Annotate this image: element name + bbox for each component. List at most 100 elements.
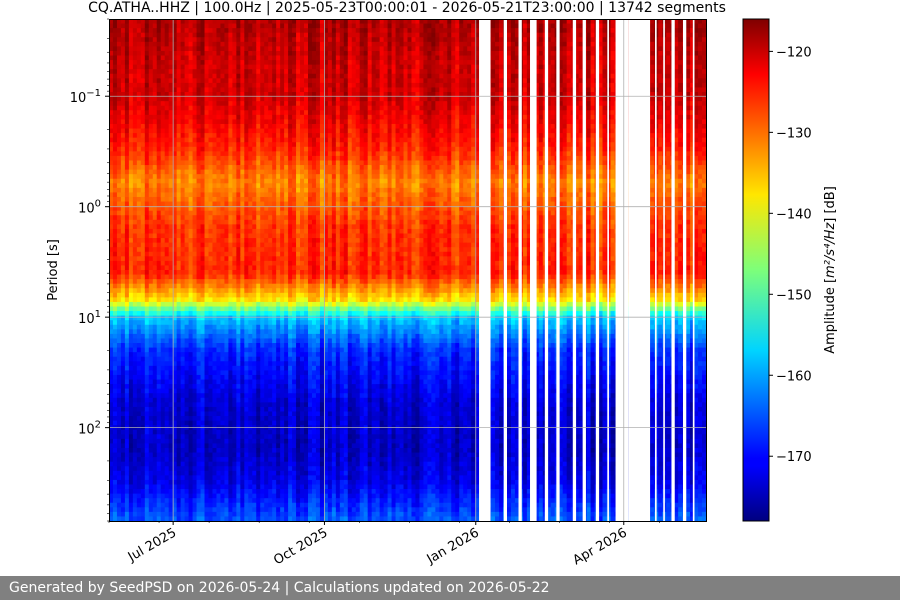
heatmap-cell: [109, 429, 114, 435]
heatmap-cell: [276, 452, 281, 458]
heatmap-cell: [216, 32, 222, 38]
heatmap-cell: [224, 498, 229, 504]
heatmap-cell: [284, 270, 289, 276]
heatmap-cell: [240, 151, 245, 157]
heatmap-cell: [228, 311, 233, 317]
heatmap-cell: [172, 393, 178, 399]
heatmap-cell: [140, 457, 146, 463]
heatmap-cell: [252, 92, 257, 98]
heatmap-cell: [184, 279, 190, 285]
heatmap-cell: [196, 297, 202, 303]
heatmap-cell: [224, 374, 229, 381]
heatmap-cell: [184, 82, 190, 89]
heatmap-cell: [200, 516, 206, 522]
heatmap-cell: [192, 498, 198, 504]
heatmap-cell: [184, 142, 190, 148]
heatmap-cell: [160, 511, 166, 518]
heatmap-cell: [188, 420, 194, 426]
heatmap-cell: [220, 470, 226, 476]
heatmap-cell: [160, 28, 166, 34]
heatmap-cell: [140, 96, 146, 102]
heatmap-cell: [204, 224, 210, 230]
heatmap-cell: [168, 347, 174, 353]
heatmap-cell: [184, 438, 190, 445]
heatmap-cell: [140, 92, 146, 98]
heatmap-cell: [220, 279, 226, 285]
heatmap-cell: [132, 101, 138, 107]
heatmap-cell: [152, 137, 158, 143]
heatmap-cell: [184, 365, 190, 371]
heatmap-cell: [172, 493, 178, 499]
heatmap-cell: [124, 516, 130, 522]
heatmap-cell: [168, 105, 174, 111]
heatmap-cell: [268, 297, 273, 303]
heatmap-cell: [132, 19, 138, 25]
heatmap-cell: [112, 365, 118, 371]
heatmap-cell: [116, 110, 122, 116]
heatmap-cell: [228, 397, 233, 403]
heatmap-column: [109, 19, 114, 522]
heatmap-cell: [168, 192, 174, 198]
heatmap-cell: [248, 370, 253, 376]
heatmap-cell: [120, 160, 126, 166]
heatmap-cell: [248, 206, 253, 212]
heatmap-cell: [260, 370, 265, 376]
heatmap-cell: [140, 452, 146, 458]
heatmap-cell: [248, 320, 253, 326]
heatmap-cell: [240, 60, 245, 66]
heatmap-cell: [232, 151, 237, 157]
heatmap-cell: [168, 352, 174, 358]
heatmap-cell: [160, 55, 166, 61]
heatmap-cell: [176, 416, 182, 422]
heatmap-cell: [112, 210, 118, 216]
heatmap-cell: [120, 114, 126, 120]
heatmap-cell: [252, 507, 257, 513]
heatmap-cell: [172, 55, 178, 61]
heatmap-cell: [112, 397, 118, 403]
heatmap-cell: [152, 479, 158, 486]
heatmap-cell: [160, 411, 166, 417]
heatmap-cell: [180, 443, 186, 449]
heatmap-cell: [112, 247, 118, 253]
heatmap-cell: [160, 306, 166, 312]
heatmap-cell: [248, 41, 253, 47]
heatmap-cell: [144, 155, 150, 162]
heatmap-cell: [272, 416, 277, 422]
heatmap-cell: [220, 114, 226, 120]
heatmap-cell: [188, 50, 194, 57]
heatmap-cell: [212, 64, 218, 70]
heatmap-cell: [212, 434, 218, 440]
heatmap-cell: [228, 338, 233, 344]
heatmap-cell: [160, 96, 166, 102]
heatmap-cell: [136, 206, 142, 212]
heatmap-cell: [192, 142, 198, 148]
heatmap-cell: [200, 279, 206, 285]
heatmap-cell: [140, 493, 146, 499]
heatmap-cell: [109, 270, 114, 276]
heatmap-cell: [109, 224, 114, 230]
heatmap-cell: [244, 37, 249, 43]
heatmap-cell: [176, 32, 182, 38]
heatmap-cell: [232, 452, 237, 458]
heatmap-cell: [109, 69, 114, 75]
heatmap-cell: [160, 64, 166, 70]
heatmap-cell: [244, 329, 249, 335]
heatmap-cell: [148, 55, 154, 61]
heatmap-cell: [276, 78, 281, 84]
heatmap-cell: [276, 64, 281, 70]
heatmap-cell: [280, 110, 285, 116]
heatmap-cell: [228, 110, 233, 116]
heatmap-cell: [160, 429, 166, 435]
heatmap-cell: [176, 347, 182, 353]
heatmap-cell: [240, 82, 245, 89]
heatmap-cell: [156, 128, 162, 134]
heatmap-cell: [164, 384, 170, 390]
heatmap-cell: [276, 242, 281, 248]
heatmap-cell: [176, 479, 182, 486]
heatmap-cell: [188, 178, 194, 184]
heatmap-cell: [200, 82, 206, 89]
heatmap-cell: [260, 32, 265, 38]
heatmap-cell: [188, 114, 194, 120]
heatmap-cell: [120, 64, 126, 70]
heatmap-cell: [220, 443, 226, 449]
